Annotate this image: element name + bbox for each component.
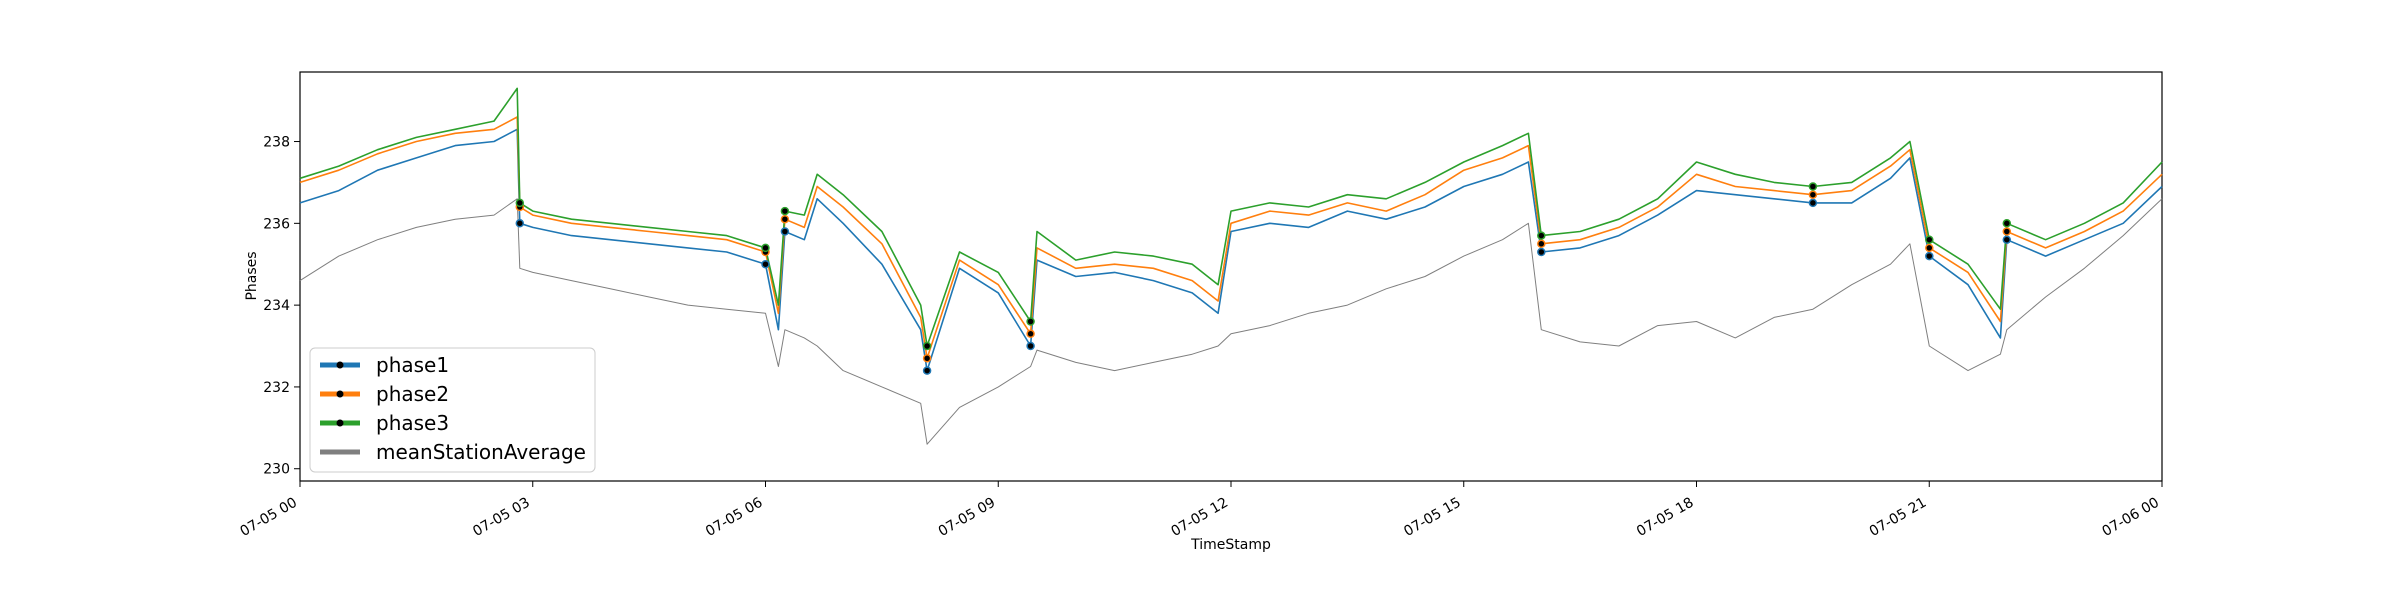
data-point-phase2	[922, 354, 932, 363]
x-tick-label: 07-05 12	[1168, 495, 1231, 540]
data-point-phase1	[2002, 235, 2012, 244]
x-tick-label: 07-05 00	[237, 495, 300, 540]
data-point-phase1	[515, 219, 525, 228]
data-point-phase1	[761, 259, 770, 269]
series-line-phase2	[299, 116, 2163, 360]
x-tick-label: 07-05 21	[1867, 495, 1930, 540]
data-point-phase3	[1026, 317, 1035, 326]
legend-marker	[336, 419, 344, 427]
data-point-phase3	[1808, 182, 1818, 191]
y-axis-label: Phases	[244, 251, 260, 300]
series-line-mean-station-average	[299, 198, 2163, 445]
data-point-phase1	[1808, 198, 1818, 208]
y-tick-label: 232	[263, 380, 290, 396]
data-point-phase3	[780, 206, 790, 216]
data-point-phase2	[1026, 329, 1035, 339]
y-axis: 230 232 234 236 238	[263, 135, 300, 478]
data-point-phase1	[780, 227, 790, 236]
x-axis: 07-05 00 07-05 03 07-05 06 07-05 09 07-05 12…	[237, 481, 2163, 540]
data-point-phase2	[1925, 243, 1934, 253]
legend: phase1 phase2 phase3 meanStationAverage	[309, 347, 596, 473]
legend-label: meanStationAverage	[376, 440, 586, 464]
data-point-phase3	[2002, 219, 2012, 228]
series-line-phase1	[299, 128, 2163, 372]
x-tick-label: 07-05 09	[936, 495, 999, 540]
legend-label: phase2	[376, 382, 449, 406]
x-tick-label: 07-05 06	[703, 495, 766, 540]
x-tick-label: 07-06 00	[2099, 495, 2162, 540]
x-tick-label: 07-05 15	[1401, 495, 1464, 540]
x-axis-label: TimeStamp	[1190, 537, 1271, 553]
legend-box	[309, 347, 596, 473]
data-point-phase1	[1026, 341, 1035, 351]
data-point-phase3	[922, 341, 932, 351]
data-point-phase1	[1537, 247, 1546, 257]
data-point-phase3	[515, 198, 525, 208]
legend-label: phase3	[376, 411, 449, 435]
x-tick-label: 07-05 03	[470, 495, 533, 540]
y-tick-label: 238	[263, 135, 290, 151]
y-tick-label: 234	[263, 298, 290, 314]
y-tick-label: 230	[263, 462, 290, 478]
x-tick-label: 07-05 18	[1634, 495, 1697, 540]
legend-label: phase1	[376, 353, 449, 377]
legend-marker	[336, 361, 344, 369]
data-point-phase2	[2002, 227, 2012, 236]
series-layer	[299, 87, 2163, 445]
data-point-phase2	[1537, 239, 1546, 249]
data-point-phase2	[780, 214, 790, 224]
data-point-phase1	[922, 366, 932, 375]
data-point-phase3	[1537, 231, 1546, 240]
series-line-phase3	[299, 87, 2163, 347]
y-tick-label: 236	[263, 216, 290, 232]
legend-marker	[336, 390, 344, 398]
data-point-phase3	[761, 243, 770, 253]
data-point-phase2	[1808, 190, 1818, 199]
data-point-phase3	[1925, 235, 1934, 244]
data-point-phase1	[1925, 251, 1934, 261]
